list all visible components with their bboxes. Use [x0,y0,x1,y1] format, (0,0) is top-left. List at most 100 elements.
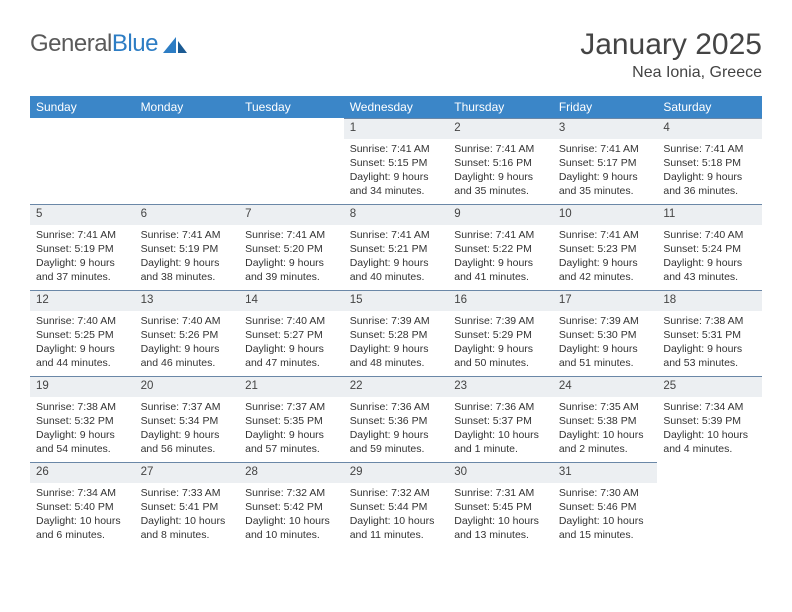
logo-part2: Blue [112,30,158,57]
calendar-week-row: 1Sunrise: 7:41 AMSunset: 5:15 PMDaylight… [30,118,762,204]
day-number: 17 [553,290,658,311]
calendar-cell: 22Sunrise: 7:36 AMSunset: 5:36 PMDayligh… [344,376,449,462]
calendar-cell: 31Sunrise: 7:30 AMSunset: 5:46 PMDayligh… [553,462,658,548]
day-number: 6 [135,204,240,225]
day-header: Monday [135,96,240,118]
calendar-week-row: 5Sunrise: 7:41 AMSunset: 5:19 PMDaylight… [30,204,762,290]
day-content: Sunrise: 7:39 AMSunset: 5:29 PMDaylight:… [448,311,553,375]
calendar-cell: 7Sunrise: 7:41 AMSunset: 5:20 PMDaylight… [239,204,344,290]
day-number: 4 [657,118,762,139]
day-number: 26 [30,462,135,483]
calendar-cell: 12Sunrise: 7:40 AMSunset: 5:25 PMDayligh… [30,290,135,376]
sunset-line: Sunset: 5:18 PM [663,157,741,169]
daylight-line: Daylight: 9 hours and 36 minutes. [663,171,742,197]
sunset-line: Sunset: 5:19 PM [141,243,219,255]
calendar-cell: 15Sunrise: 7:39 AMSunset: 5:28 PMDayligh… [344,290,449,376]
sunrise-line: Sunrise: 7:41 AM [559,143,639,155]
day-header-row: Sunday Monday Tuesday Wednesday Thursday… [30,96,762,118]
sunset-line: Sunset: 5:19 PM [36,243,114,255]
header: GeneralBlue January 2025 Nea Ionia, Gree… [30,28,762,82]
day-number: 29 [344,462,449,483]
sunset-line: Sunset: 5:35 PM [245,415,323,427]
sunset-line: Sunset: 5:38 PM [559,415,637,427]
sunset-line: Sunset: 5:25 PM [36,329,114,341]
day-content: Sunrise: 7:41 AMSunset: 5:21 PMDaylight:… [344,225,449,289]
day-header: Thursday [448,96,553,118]
daylight-line: Daylight: 9 hours and 47 minutes. [245,343,324,369]
day-header: Friday [553,96,658,118]
day-header: Sunday [30,96,135,118]
sunrise-line: Sunrise: 7:37 AM [141,401,221,413]
day-number: 3 [553,118,658,139]
daylight-line: Daylight: 9 hours and 39 minutes. [245,257,324,283]
calendar-cell: 3Sunrise: 7:41 AMSunset: 5:17 PMDaylight… [553,118,658,204]
calendar-cell: 9Sunrise: 7:41 AMSunset: 5:22 PMDaylight… [448,204,553,290]
day-content: Sunrise: 7:33 AMSunset: 5:41 PMDaylight:… [135,483,240,547]
sunrise-line: Sunrise: 7:41 AM [559,229,639,241]
sunset-line: Sunset: 5:41 PM [141,501,219,513]
logo-part1: General [30,30,112,57]
calendar-cell: 4Sunrise: 7:41 AMSunset: 5:18 PMDaylight… [657,118,762,204]
daylight-line: Daylight: 10 hours and 13 minutes. [454,515,539,541]
calendar-cell: 2Sunrise: 7:41 AMSunset: 5:16 PMDaylight… [448,118,553,204]
day-header: Wednesday [344,96,449,118]
day-number: 30 [448,462,553,483]
sunset-line: Sunset: 5:44 PM [350,501,428,513]
sunrise-line: Sunrise: 7:30 AM [559,487,639,499]
daylight-line: Daylight: 9 hours and 41 minutes. [454,257,533,283]
sunrise-line: Sunrise: 7:32 AM [245,487,325,499]
logo: GeneralBlue [30,30,188,58]
daylight-line: Daylight: 9 hours and 44 minutes. [36,343,115,369]
sunrise-line: Sunrise: 7:38 AM [36,401,116,413]
daylight-line: Daylight: 10 hours and 4 minutes. [663,429,748,455]
daylight-line: Daylight: 9 hours and 35 minutes. [454,171,533,197]
day-content: Sunrise: 7:40 AMSunset: 5:27 PMDaylight:… [239,311,344,375]
day-content: Sunrise: 7:41 AMSunset: 5:19 PMDaylight:… [30,225,135,289]
calendar-cell: 30Sunrise: 7:31 AMSunset: 5:45 PMDayligh… [448,462,553,548]
sunrise-line: Sunrise: 7:41 AM [454,229,534,241]
sunset-line: Sunset: 5:37 PM [454,415,532,427]
sunrise-line: Sunrise: 7:39 AM [559,315,639,327]
day-number: 14 [239,290,344,311]
sunrise-line: Sunrise: 7:41 AM [350,143,430,155]
sunset-line: Sunset: 5:46 PM [559,501,637,513]
sunrise-line: Sunrise: 7:41 AM [36,229,116,241]
sunrise-line: Sunrise: 7:40 AM [36,315,116,327]
sunset-line: Sunset: 5:26 PM [141,329,219,341]
sunrise-line: Sunrise: 7:32 AM [350,487,430,499]
daylight-line: Daylight: 10 hours and 11 minutes. [350,515,435,541]
calendar-cell: 18Sunrise: 7:38 AMSunset: 5:31 PMDayligh… [657,290,762,376]
calendar-cell: 8Sunrise: 7:41 AMSunset: 5:21 PMDaylight… [344,204,449,290]
day-content: Sunrise: 7:40 AM Sunset: 5:25 PM Daylight:… [30,311,135,375]
sunset-line: Sunset: 5:27 PM [245,329,323,341]
day-number: 13 [135,290,240,311]
sunrise-line: Sunrise: 7:34 AM [663,401,743,413]
daylight-line: Daylight: 9 hours and 42 minutes. [559,257,638,283]
day-number: 21 [239,376,344,397]
calendar-cell [239,118,344,204]
sunrise-line: Sunrise: 7:39 AM [350,315,430,327]
sunset-line: Sunset: 5:42 PM [245,501,323,513]
daylight-line: Daylight: 9 hours and 43 minutes. [663,257,742,283]
daylight-line: Daylight: 9 hours and 54 minutes. [36,429,115,455]
calendar-cell [657,462,762,548]
sunrise-line: Sunrise: 7:31 AM [454,487,534,499]
daylight-line: Daylight: 10 hours and 10 minutes. [245,515,330,541]
sunset-line: Sunset: 5:15 PM [350,157,428,169]
calendar-cell: 11Sunrise: 7:40 AMSunset: 5:24 PMDayligh… [657,204,762,290]
sunset-line: Sunset: 5:30 PM [559,329,637,341]
sunset-line: Sunset: 5:20 PM [245,243,323,255]
day-number: 28 [239,462,344,483]
calendar-cell: 13Sunrise: 7:40 AMSunset: 5:26 PMDayligh… [135,290,240,376]
sunset-line: Sunset: 5:17 PM [559,157,637,169]
day-content: Sunrise: 7:40 AMSunset: 5:24 PMDaylight:… [657,225,762,289]
calendar-cell [30,118,135,204]
calendar-cell: 16Sunrise: 7:39 AMSunset: 5:29 PMDayligh… [448,290,553,376]
daylight-line: Daylight: 9 hours and 48 minutes. [350,343,429,369]
calendar-cell: 27Sunrise: 7:33 AMSunset: 5:41 PMDayligh… [135,462,240,548]
sunrise-line: Sunrise: 7:38 AM [663,315,743,327]
day-content: Sunrise: 7:40 AMSunset: 5:26 PMDaylight:… [135,311,240,375]
sunrise-line: Sunrise: 7:33 AM [141,487,221,499]
sunset-line: Sunset: 5:34 PM [141,415,219,427]
logo-sail-icon [162,35,188,57]
